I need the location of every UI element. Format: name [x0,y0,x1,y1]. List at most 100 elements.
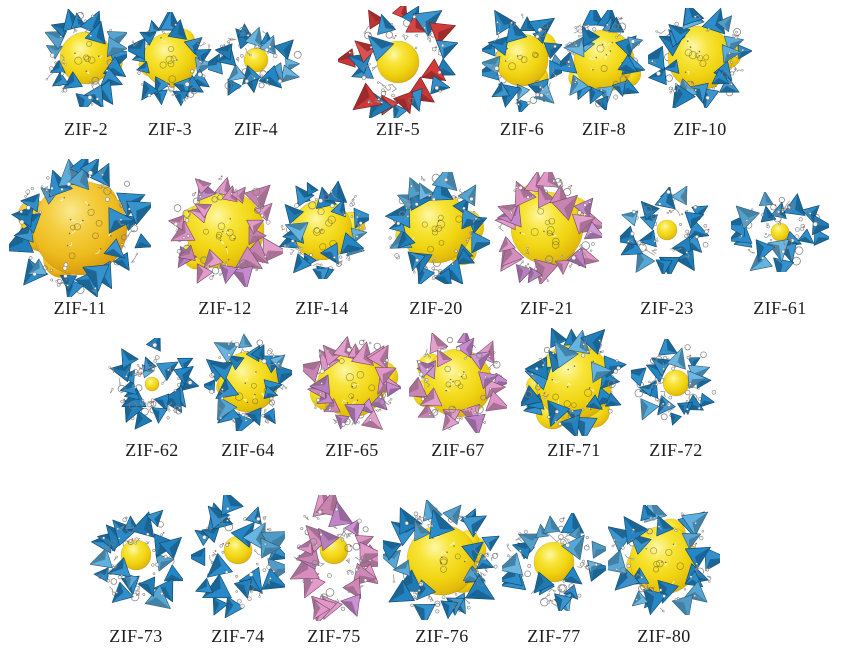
linkers-front-layer [348,13,445,105]
crystal-structure-image-zif-3 [128,12,212,107]
linkers-front-layer [97,516,175,596]
zif-label-zif-67: ZIF-67 [431,440,485,460]
zif-label-zif-65: ZIF-65 [325,440,379,460]
crystal-structure-image-zif-65 [303,336,401,430]
crystal-structure-image-zif-8 [560,10,646,110]
zif-structure-zif-77 [502,513,606,611]
zif-structure-zif-12 [167,173,283,287]
crystal-structure-image-zif-74 [191,495,285,619]
zif-label-zif-8: ZIF-8 [582,119,626,139]
zif-structure-zif-10 [648,8,752,108]
zif-label-zif-2: ZIF-2 [64,119,108,139]
crystal-structure-image-zif-2 [45,9,127,107]
linkers-front-layer [404,511,498,610]
zif-structure-zif-61 [731,192,829,272]
linkers-front-layer [491,13,557,106]
zif-label-zif-11: ZIF-11 [53,298,107,318]
tetrahedra-layer [494,172,602,284]
zif-structure-zif-62 [103,338,201,430]
zif-structure-zif-4 [208,21,304,99]
crystal-structure-image-zif-5 [338,6,458,118]
zif-label-zif-80: ZIF-80 [637,626,691,646]
linkers-front-layer [627,189,710,258]
crystal-structure-image-zif-14 [279,181,369,279]
tetrahedra-layer [620,186,710,274]
linkers-front-layer [315,339,389,427]
zif-label-zif-73: ZIF-73 [109,626,163,646]
zif-label-zif-64: ZIF-64 [221,440,275,460]
zif-label-zif-6: ZIF-6 [500,119,544,139]
tetrahedra-layer [482,9,562,112]
linkers-front-layer [202,507,278,609]
zif-structure-zif-6 [482,8,562,112]
linkers-front-layer [651,14,745,100]
linkers-front-layer [524,338,621,426]
tetrahedra-layer [45,9,127,107]
zif-structure-zif-75 [290,495,378,621]
tetrahedra-layer [9,159,151,297]
linkers-front-layer [224,26,302,90]
crystal-structure-image-zif-10 [648,8,752,108]
tetrahedra-layer [608,505,720,615]
tetrahedra-layer [338,6,458,118]
zif-label-zif-10: ZIF-10 [673,119,727,139]
pore-sphere-layer [662,369,690,397]
crystal-structure-image-zif-20 [385,172,490,284]
zif-label-zif-4: ZIF-4 [234,119,278,139]
tetrahedra-layer [502,513,606,611]
zif-structure-zif-14 [275,181,369,279]
zif-structure-zif-64 [204,333,292,431]
tetrahedra-layer [731,192,829,272]
linkers-front-layer [508,178,594,279]
tetrahedra-layer [191,495,285,619]
zif-label-zif-3: ZIF-3 [148,119,192,139]
tetrahedra-layer [385,172,490,284]
linkers-front-layer [49,11,113,106]
crystal-structure-image-zif-23 [620,186,710,274]
zif-label-zif-5: ZIF-5 [376,119,420,139]
crystal-structure-image-zif-11 [9,159,151,297]
zif-label-zif-20: ZIF-20 [409,298,463,318]
zif-label-zif-76: ZIF-76 [415,626,469,646]
zif-structure-zif-11 [9,159,151,297]
crystal-structure-image-zif-75 [290,495,378,621]
zif-label-zif-74: ZIF-74 [211,626,265,646]
zif-structure-zif-5 [338,6,458,118]
zif-structure-zif-20 [382,172,490,284]
linkers-front-layer [738,203,819,260]
zif-structure-zif-72 [631,339,721,427]
zif-structure-zif-76 [383,500,501,620]
crystal-structure-image-zif-80 [608,505,720,615]
zif-label-zif-77: ZIF-77 [527,626,581,646]
crystal-structure-image-zif-76 [383,500,500,620]
pore-sphere-layer [376,40,420,84]
zif-structure-zif-3 [128,12,212,108]
zif-structure-zif-67 [409,333,507,433]
zif-label-zif-23: ZIF-23 [640,298,694,318]
tetrahedra-layer [204,333,292,431]
linkers-front-layer [566,22,636,108]
pore-sphere-layer [144,376,160,392]
crystal-structure-image-zif-71 [521,328,627,436]
zif-label-zif-21: ZIF-21 [520,298,574,318]
crystal-structure-image-zif-77 [502,513,606,611]
crystal-structure-image-zif-6 [482,9,562,112]
linkers-front-layer [388,177,478,274]
crystal-structure-image-zif-73 [89,509,183,610]
pore-sphere-layer [533,541,575,583]
tetrahedra-layer [110,338,200,430]
tetrahedra-layer [290,495,378,621]
zif-structure-zif-21 [492,172,602,284]
linkers-front-layer [417,346,501,430]
crystal-structure-image-zif-61 [731,192,829,272]
crystal-structure-image-zif-67 [409,333,507,433]
linkers-front-layer [131,23,206,102]
zif-label-zif-12: ZIF-12 [198,298,252,318]
crystal-structure-image-zif-12 [168,175,283,287]
zif-structure-zif-2 [45,9,127,107]
tetrahedra-layer [279,181,369,279]
crystal-structure-image-zif-64 [204,333,292,431]
linkers-front-layer [209,339,283,424]
tetrahedra-layer [648,8,752,108]
